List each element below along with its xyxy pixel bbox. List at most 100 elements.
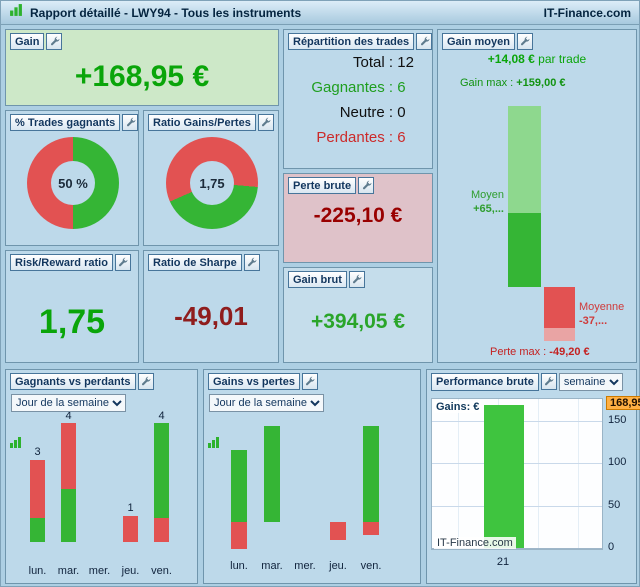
- bar-count-label: 3: [34, 446, 41, 458]
- grid-line-vertical: [458, 399, 459, 549]
- bar-segment-red: [123, 516, 138, 542]
- performance-bar: [484, 405, 524, 548]
- y-axis-title: Gains: €: [434, 401, 482, 413]
- gross-gain-panel-title: Gain brut: [288, 271, 347, 288]
- bar-segment-red: [330, 522, 346, 540]
- sharpe-settings-button[interactable]: [243, 254, 260, 271]
- win-rate-donut-chart: 50 %: [27, 137, 119, 229]
- bar-segment-green: [264, 426, 280, 522]
- bar-segment-green: [231, 450, 247, 522]
- winners-vs-losers-settings-button[interactable]: [137, 373, 154, 390]
- gains-vs-losses-period-select[interactable]: Jour de la semaine: [209, 394, 324, 412]
- gross-loss-value: -225,10 €: [313, 204, 403, 227]
- bar-chart-icon: [9, 436, 22, 454]
- bar-count-label: 4: [158, 410, 165, 422]
- risk-reward-value: 1,75: [38, 303, 106, 341]
- average-gain-settings-button[interactable]: [516, 33, 533, 50]
- category-label: lun.: [28, 565, 47, 577]
- bar-segment-green: [154, 423, 169, 518]
- bar-segment-green: [30, 518, 45, 542]
- bar-segment-red: [231, 522, 247, 549]
- risk-reward-panel-title: Risk/Reward ratio: [10, 254, 113, 271]
- risk-reward-settings-button[interactable]: [114, 254, 131, 271]
- y-axis-tick: 100: [608, 456, 627, 468]
- gross-gain-settings-button[interactable]: [348, 271, 365, 288]
- distribution-row: Perdantes : 6: [316, 129, 406, 146]
- win-rate-settings-button[interactable]: [122, 114, 139, 131]
- grid-line-vertical: [578, 399, 579, 549]
- distribution-row: Gagnantes : 6: [311, 79, 406, 96]
- gain-settings-button[interactable]: [46, 33, 63, 50]
- window-title: Rapport détaillé - LWY94 - Tous les inst…: [30, 5, 302, 20]
- win-rate-panel: % Trades gagnants 50 %: [5, 110, 139, 246]
- bar-count-label: 1: [127, 502, 134, 514]
- winners-vs-losers-chart: 3 lun. 4 mar. mer. 1 jeu. 4 ven.: [6, 370, 197, 583]
- average-gain-panel: Gain moyen +14,08 € par trade Gain max :…: [437, 29, 637, 363]
- current-value-badge: 168,95: [606, 396, 640, 410]
- gain-loss-ratio-settings-button[interactable]: [257, 114, 274, 131]
- gains-vs-losses-settings-button[interactable]: [301, 373, 318, 390]
- avg-lightred-bar: [544, 328, 575, 341]
- gains-vs-losses-panel: Gains vs pertes Jour de la semaine lun. m…: [203, 369, 421, 584]
- bar-chart-icon: [207, 436, 220, 454]
- average-gain-panel-title: Gain moyen: [442, 33, 515, 50]
- bar-segment-red: [154, 518, 169, 542]
- bar-segment-green: [61, 489, 76, 542]
- avg-green-bar: [508, 213, 541, 287]
- x-axis-tick: 21: [496, 556, 510, 568]
- distribution-row: Total : 12: [353, 54, 414, 71]
- category-label: jeu.: [121, 565, 140, 577]
- gain-loss-ratio-panel-title: Ratio Gains/Pertes: [148, 114, 256, 131]
- gross-gain-panel: Gain brut +394,05 €: [283, 267, 433, 363]
- watermark-text: IT-Finance.com: [434, 537, 516, 549]
- gross-gain-value: +394,05 €: [310, 310, 405, 333]
- performance-period-select[interactable]: semaine: [558, 373, 623, 391]
- category-label: jeu.: [329, 560, 347, 572]
- trade-distribution-panel: Répartition des trades Total : 12 Gagnant…: [283, 29, 433, 169]
- winners-vs-losers-panel: Gagnants vs perdants Jour de la semaine …: [5, 369, 198, 584]
- win-rate-panel-title: % Trades gagnants: [10, 114, 121, 131]
- winners-vs-losers-period-select[interactable]: Jour de la semaine: [11, 394, 126, 412]
- loss-max-line: Perte max : -49,20 €: [490, 346, 590, 358]
- trade-distribution-panel-title: Répartition des trades: [288, 33, 415, 50]
- category-label: lun.: [230, 560, 248, 572]
- gross-loss-panel: Perte brute -225,10 €: [283, 173, 433, 263]
- performance-plot-area: Gains: € IT-Finance.com: [431, 398, 603, 550]
- trade-distribution-settings-button[interactable]: [416, 33, 433, 50]
- app-chart-icon: [9, 3, 23, 22]
- titlebar: Rapport détaillé - LWY94 - Tous les inst…: [1, 1, 639, 25]
- gross-performance-panel-title: Performance brute: [431, 373, 539, 391]
- bar-segment-red: [30, 460, 45, 518]
- winners-vs-losers-panel-title: Gagnants vs perdants: [10, 373, 136, 390]
- gain-loss-ratio-panel: Ratio Gains/Pertes 1,75: [143, 110, 279, 246]
- gain-loss-ratio-value: 1,75: [199, 175, 225, 191]
- gains-vs-losses-chart: lun. mar. mer. jeu. ven.: [204, 370, 420, 583]
- axis-zero-line: [432, 548, 602, 549]
- gross-loss-settings-button[interactable]: [358, 177, 375, 194]
- sharpe-ratio-value: -49,01: [174, 301, 248, 331]
- y-axis-tick: 0: [608, 541, 615, 553]
- avg-win-label: Moyen +65,...: [470, 189, 504, 215]
- gross-performance-settings-button[interactable]: [540, 373, 557, 390]
- bar-count-label: 4: [65, 410, 72, 422]
- donut-hole: 50 %: [51, 161, 95, 205]
- bar-segment-red: [61, 423, 76, 489]
- sharpe-ratio-panel-title: Ratio de Sharpe: [148, 254, 242, 271]
- category-label: mer.: [88, 565, 111, 577]
- category-label: mar.: [261, 560, 283, 572]
- avg-red-bar: [544, 287, 575, 328]
- gains-vs-losses-panel-title: Gains vs pertes: [208, 373, 300, 390]
- gross-loss-panel-title: Perte brute: [288, 177, 357, 194]
- gain-max-line: Gain max : +159,00 €: [460, 77, 566, 89]
- category-label: ven.: [360, 560, 382, 572]
- category-label: mer.: [294, 560, 316, 572]
- win-rate-value: 50 %: [58, 175, 88, 191]
- sharpe-ratio-panel: Ratio de Sharpe -49,01: [143, 250, 279, 363]
- average-gain-chart: [438, 30, 636, 362]
- gain-panel: Gain +168,95 €: [5, 29, 279, 106]
- y-axis-tick: 50: [608, 499, 621, 511]
- category-label: mar.: [57, 565, 80, 577]
- gain-loss-ratio-donut-chart: 1,75: [166, 137, 258, 229]
- bar-segment-red: [363, 522, 379, 535]
